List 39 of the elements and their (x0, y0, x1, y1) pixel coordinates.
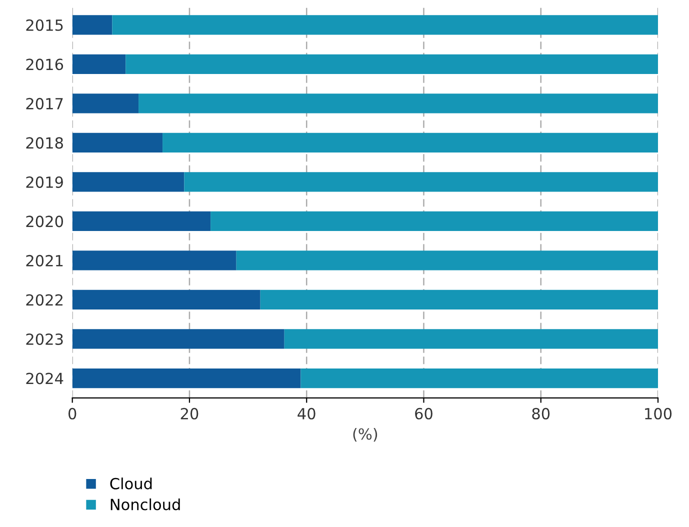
y-tick-label: 2023 (26, 333, 63, 346)
x-axis-title: (%) (353, 428, 378, 442)
x-tick-label: 60 (415, 408, 432, 420)
bar (72, 329, 284, 349)
x-tick-label: 0 (68, 408, 76, 420)
bar (300, 368, 658, 388)
bar (138, 94, 658, 114)
y-tick-label: 2017 (26, 98, 63, 110)
bar (126, 54, 658, 74)
bar (72, 94, 139, 114)
y-tick-label: 2022 (26, 294, 62, 306)
bar (72, 54, 126, 74)
x-tick-label: 80 (532, 408, 550, 420)
x-tick-label: 20 (180, 408, 198, 420)
y-tick-label: 2024 (26, 372, 64, 384)
bar (72, 250, 236, 270)
legend-label: Noncloud (110, 498, 180, 510)
y-tick-label: 2019 (26, 176, 63, 188)
bar (210, 211, 658, 232)
y-tick-label: 2016 (26, 58, 64, 70)
y-tick-label: 2018 (26, 137, 63, 149)
x-tick-label: 40 (298, 408, 316, 420)
bar (184, 172, 658, 192)
bar (72, 368, 301, 388)
bar (162, 132, 658, 152)
bar (72, 290, 260, 310)
y-tick-label: 2021 (26, 254, 63, 266)
bar (236, 250, 658, 270)
y-tick-label: 2015 (26, 19, 63, 31)
x-tick-label: 100 (645, 408, 672, 420)
bar (260, 290, 658, 310)
bar (284, 329, 658, 349)
legend-label: Cloud (110, 478, 152, 490)
bar (112, 15, 658, 35)
bar (72, 132, 163, 152)
bar (72, 211, 211, 232)
y-tick-label: 2020 (26, 216, 63, 228)
bar (72, 15, 112, 35)
bar (72, 172, 184, 192)
